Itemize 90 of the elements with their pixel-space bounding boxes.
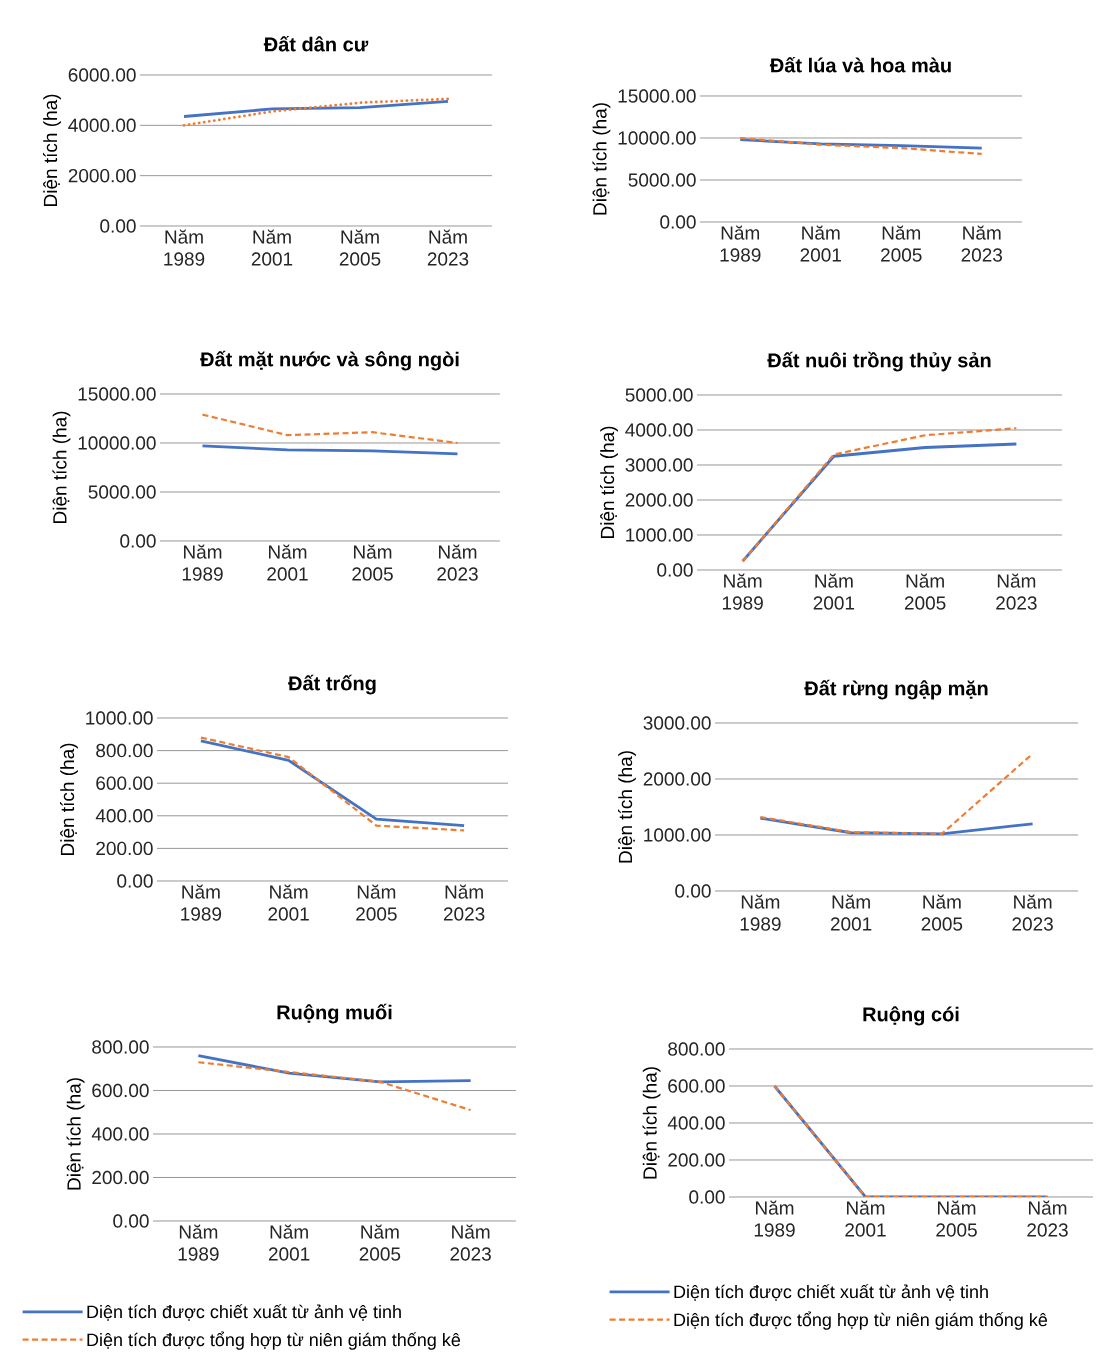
chart-title: Đất lúa và hoa màu [769, 56, 951, 73]
y-tick-label: 0.00 [113, 1214, 149, 1228]
chart-title: Đất trống [288, 674, 376, 695]
y-axis-title: Diện tích (ha) [642, 1067, 661, 1179]
y-tick-label: 600.00 [96, 776, 153, 790]
y-axis-title: Diện tích (ha) [60, 743, 78, 855]
x-tick-label: Năm 1989 [164, 229, 205, 266]
y-tick-label: 2000.00 [68, 168, 136, 183]
y-tick-label: 400.00 [91, 1127, 149, 1141]
x-tick-label: Năm 2023 [996, 573, 1037, 610]
y-tick-label: 800.00 [96, 743, 153, 758]
y-tick-label: 15000.00 [78, 387, 156, 401]
y-tick-label: 0.00 [117, 874, 153, 888]
y-tick-label: 4000.00 [68, 118, 136, 133]
y-tick-label: 800.00 [668, 1042, 725, 1056]
y-tick-label: 10000.00 [618, 131, 696, 145]
x-tick-label: Năm 2001 [251, 229, 293, 266]
x-tick-label: Năm 2001 [268, 884, 309, 921]
y-axis-title: Diện tích (ha) [592, 103, 611, 215]
y-tick-label: 0.00 [689, 1190, 725, 1204]
chart-title: Đất rừng ngập mặn [804, 679, 988, 700]
y-tick-label: 2000.00 [643, 772, 711, 786]
chart-title: Đất nuôi trồng thủy sản [767, 351, 991, 372]
x-tick-label: Năm 2023 [450, 1224, 491, 1261]
y-tick-label: 3000.00 [625, 458, 693, 472]
y-tick-label: 600.00 [92, 1083, 149, 1098]
x-tick-label: Năm 2001 [268, 1224, 310, 1261]
x-tick-label: Năm 2005 [921, 894, 963, 931]
x-tick-label: Năm 2005 [356, 884, 397, 921]
chart-title: Ruộng muối [277, 1003, 392, 1024]
x-tick-label: Năm 2005 [904, 573, 946, 610]
y-axis-title: Diện tích (ha) [600, 426, 618, 538]
y-axis-title: Diện tích (ha) [52, 411, 71, 523]
y-tick-label: 10000.00 [78, 436, 156, 450]
x-tick-label: Năm 2001 [830, 894, 872, 931]
y-tick-label: 4000.00 [625, 423, 693, 437]
x-tick-label: Năm 2001 [813, 573, 855, 610]
y-tick-label: 200.00 [92, 1170, 149, 1185]
y-tick-label: 2000.00 [625, 493, 693, 507]
chart-title: Đất mặt nước và sông ngòi [200, 350, 459, 371]
x-tick-label: Năm 2023 [427, 229, 469, 266]
y-tick-label: 0.00 [675, 884, 711, 898]
x-tick-label: Năm 2023 [443, 884, 485, 921]
y-tick-label: 6000.00 [68, 68, 136, 82]
legend-label: Diện tích được chiết xuất từ ảnh vệ tinh [674, 1284, 988, 1301]
y-axis-title: Diện tích (ha) [43, 94, 61, 206]
y-tick-label: 1000.00 [644, 828, 711, 842]
x-tick-label: Năm 2005 [881, 225, 922, 262]
y-tick-label: 800.00 [92, 1040, 149, 1054]
y-tick-label: 0.00 [120, 534, 156, 548]
y-tick-label: 600.00 [668, 1079, 725, 1093]
chart-title: Ruộng cói [863, 1006, 959, 1026]
x-tick-label: Năm 1989 [754, 1200, 795, 1237]
x-tick-label: Năm 2001 [845, 1200, 886, 1237]
y-tick-label: 3000.00 [643, 716, 711, 730]
y-tick-label: 0.00 [660, 215, 696, 229]
chart-title: Đất dân cư [263, 35, 369, 52]
y-tick-label: 1000.00 [86, 711, 153, 725]
y-tick-label: 5000.00 [88, 485, 156, 499]
x-tick-label: Năm 2023 [1012, 894, 1053, 931]
legend-label: Diện tích được tổng hợp từ niên giám thống kê [674, 1311, 1048, 1330]
y-tick-label: 15000.00 [618, 89, 696, 103]
x-tick-label: Năm 2001 [267, 544, 308, 581]
x-tick-label: Năm 2005 [339, 229, 381, 266]
y-axis-title: Diện tích (ha) [618, 751, 636, 863]
y-axis-title: Diện tích (ha) [66, 1078, 85, 1190]
x-tick-label: Năm 1989 [722, 573, 763, 610]
y-tick-label: 400.00 [95, 809, 153, 823]
y-tick-label: 200.00 [668, 1153, 725, 1167]
y-tick-label: 200.00 [96, 841, 153, 856]
x-tick-label: Năm 1989 [740, 894, 781, 931]
legend-label: Diện tích được chiết xuất từ ảnh vệ tinh [87, 1304, 401, 1321]
legend-label: Diện tích được tổng hợp từ niên giám thống kê [87, 1331, 461, 1350]
x-tick-label: Năm 2005 [936, 1200, 977, 1237]
x-tick-label: Năm 1989 [181, 884, 222, 921]
y-tick-label: 5000.00 [625, 388, 693, 402]
y-tick-label: 0.00 [100, 219, 136, 233]
x-tick-label: Năm 1989 [720, 225, 761, 262]
y-tick-label: 0.00 [657, 563, 693, 577]
x-tick-label: Năm 1989 [178, 1224, 219, 1261]
x-tick-label: Năm 2005 [359, 1224, 401, 1261]
y-tick-label: 400.00 [667, 1116, 725, 1130]
x-tick-label: Năm 1989 [182, 544, 223, 581]
x-tick-label: Năm 2023 [437, 544, 478, 581]
y-tick-label: 5000.00 [628, 173, 696, 187]
x-tick-label: Năm 2005 [352, 544, 393, 581]
x-tick-label: Năm 2001 [800, 225, 841, 262]
x-tick-label: Năm 2023 [1027, 1200, 1068, 1237]
x-tick-label: Năm 2023 [961, 225, 1003, 262]
y-tick-label: 1000.00 [626, 528, 693, 542]
